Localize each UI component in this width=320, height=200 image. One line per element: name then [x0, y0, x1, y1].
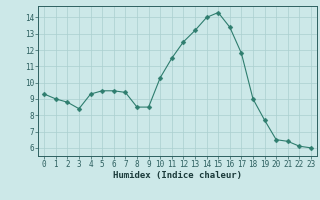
- X-axis label: Humidex (Indice chaleur): Humidex (Indice chaleur): [113, 171, 242, 180]
